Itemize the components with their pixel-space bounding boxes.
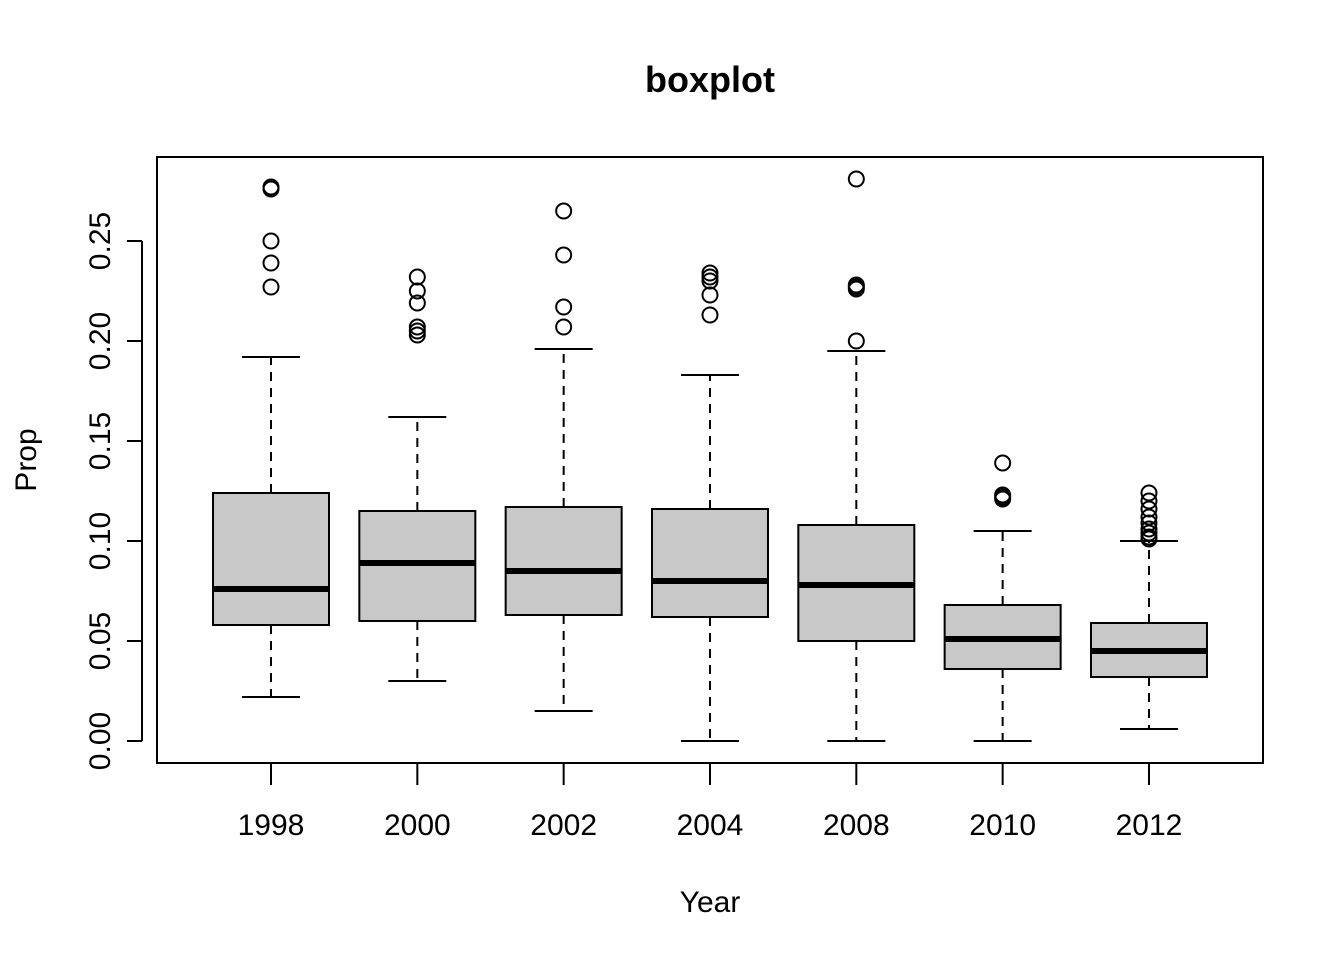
x-tick-label: 2004 — [677, 809, 744, 842]
outlier-point — [262, 232, 280, 250]
outlier-point — [555, 202, 573, 220]
outlier-point — [555, 246, 573, 264]
box-2012 — [1089, 484, 1208, 730]
x-tick-label: 1998 — [238, 809, 305, 842]
x-tick-label: 2012 — [1116, 809, 1183, 842]
y-tick-label: 0.05 — [84, 612, 117, 670]
outlier-point — [1140, 484, 1158, 502]
chart-title: boxplot — [645, 59, 775, 100]
x-tick-label: 2000 — [384, 809, 451, 842]
outlier-point — [847, 332, 865, 350]
box-2010 — [943, 454, 1062, 742]
outlier-point — [1140, 492, 1158, 510]
x-axis: 1998 2000 2002 2004 2008 2010 2012 — [238, 762, 1183, 842]
outlier-point — [555, 318, 573, 336]
x-tick-label: 2002 — [530, 809, 597, 842]
outlier-point — [701, 286, 719, 304]
box-2004 — [650, 264, 769, 742]
y-axis-label: Prop — [10, 428, 43, 491]
x-tick-label: 2008 — [823, 809, 890, 842]
outlier-point — [847, 276, 865, 294]
outlier-point — [408, 294, 426, 312]
box-2008 — [797, 170, 916, 742]
outlier-point — [1140, 520, 1158, 538]
y-tick-label: 0.15 — [84, 412, 117, 470]
box-1998 — [212, 178, 330, 698]
x-tick-label: 2010 — [969, 809, 1036, 842]
outlier-point — [262, 254, 280, 272]
box-2000 — [358, 268, 477, 682]
box-2002 — [504, 202, 623, 712]
outlier-point — [262, 178, 280, 196]
y-tick-label: 0.20 — [84, 312, 117, 370]
x-axis-label: Year — [680, 886, 741, 919]
boxes-layer — [212, 170, 1208, 742]
outlier-point — [555, 298, 573, 316]
y-tick-label: 0.25 — [84, 212, 117, 270]
iqr-box — [650, 508, 769, 618]
y-tick-label: 0.10 — [84, 512, 117, 570]
outlier-point — [994, 454, 1012, 472]
outlier-point — [408, 268, 426, 286]
outlier-point — [262, 278, 280, 296]
outlier-point — [408, 318, 426, 336]
outlier-point — [847, 170, 865, 188]
iqr-box — [504, 506, 623, 616]
iqr-box — [212, 492, 330, 626]
outlier-point — [994, 486, 1012, 504]
y-axis: 0.00 0.05 0.10 0.15 0.20 0.25 — [84, 212, 143, 770]
outlier-point — [701, 264, 719, 282]
outlier-point — [701, 306, 719, 324]
y-tick-label: 0.00 — [84, 712, 117, 770]
